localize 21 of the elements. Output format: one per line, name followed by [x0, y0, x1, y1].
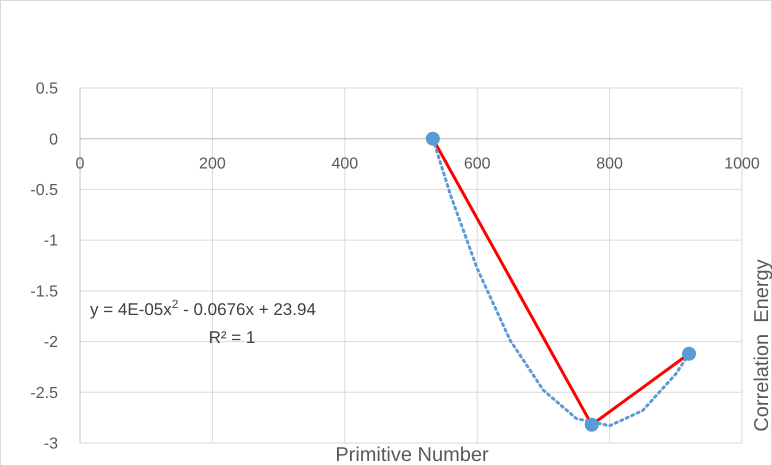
x-tick-label: 200	[199, 156, 226, 173]
y-axis-title: Correlation Energy	[751, 259, 772, 432]
x-tick-label: 0	[76, 156, 85, 173]
y-tick-label: 0	[49, 131, 58, 148]
point	[682, 346, 696, 361]
y-tick-label: -1.5	[30, 283, 58, 300]
x-axis-title: Primitive Number	[335, 444, 490, 466]
x-tick-label: 800	[596, 156, 624, 173]
y-tick-label: -2	[44, 334, 58, 352]
annotation: y = 4E-05x$^{2}$ - 0.0676x + 23.94	[90, 297, 316, 319]
y-tick-label: -1	[44, 232, 58, 250]
x-tick-label: 1000	[724, 156, 760, 173]
x-tick-label: 400	[331, 156, 358, 173]
point	[584, 418, 599, 432]
y-tick-label: -2.5	[30, 384, 58, 402]
x-tick-label: 600	[464, 156, 491, 173]
y-tick-label: -0.5	[30, 182, 58, 200]
y-tick-label: -3	[44, 436, 58, 453]
point	[426, 132, 440, 146]
y-tick-label: 0.5	[36, 80, 58, 98]
annotation: R² = 1	[208, 328, 256, 347]
